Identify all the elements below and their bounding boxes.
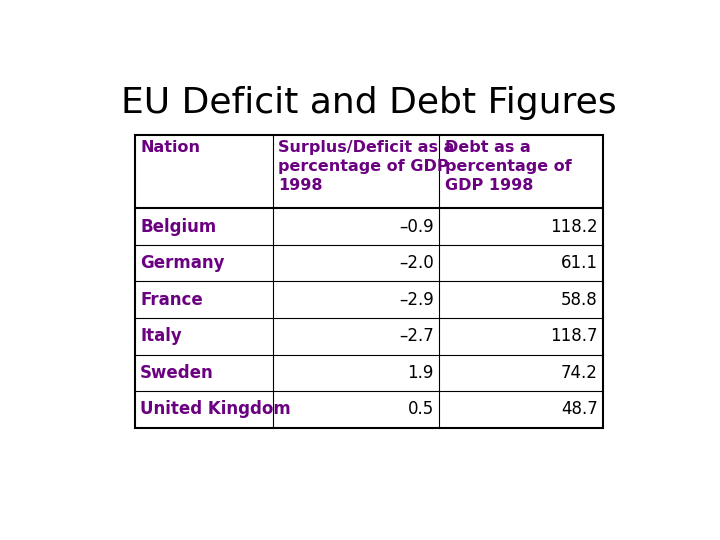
Text: 118.2: 118.2 — [550, 218, 598, 235]
Text: Debt as a
percentage of
GDP 1998: Debt as a percentage of GDP 1998 — [445, 140, 572, 193]
Text: Italy: Italy — [140, 327, 182, 345]
Text: –2.7: –2.7 — [399, 327, 433, 345]
Text: 48.7: 48.7 — [561, 401, 598, 418]
Text: 58.8: 58.8 — [561, 291, 598, 309]
Text: Germany: Germany — [140, 254, 225, 272]
Text: France: France — [140, 291, 203, 309]
Text: 0.5: 0.5 — [408, 401, 433, 418]
Text: Nation: Nation — [140, 140, 200, 154]
Text: 61.1: 61.1 — [561, 254, 598, 272]
Text: EU Deficit and Debt Figures: EU Deficit and Debt Figures — [121, 85, 617, 119]
Text: Sweden: Sweden — [140, 364, 214, 382]
Text: 118.7: 118.7 — [550, 327, 598, 345]
Text: Belgium: Belgium — [140, 218, 217, 235]
Text: –2.9: –2.9 — [399, 291, 433, 309]
Text: –2.0: –2.0 — [399, 254, 433, 272]
Text: 1.9: 1.9 — [408, 364, 433, 382]
Text: United Kingdom: United Kingdom — [140, 401, 291, 418]
Text: Surplus/Deficit as a
percentage of GDP
1998: Surplus/Deficit as a percentage of GDP 1… — [279, 140, 455, 193]
Text: –0.9: –0.9 — [399, 218, 433, 235]
Text: 74.2: 74.2 — [561, 364, 598, 382]
